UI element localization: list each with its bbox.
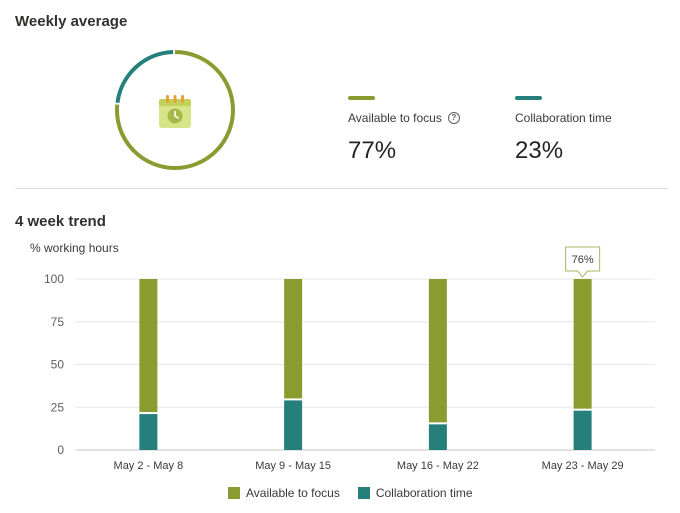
y-tick-label-100: 100 xyxy=(44,272,64,286)
collab-stat-label: Collaboration time xyxy=(515,111,612,125)
tooltip-text: 76% xyxy=(572,254,594,266)
calendar-clock-icon xyxy=(159,95,191,128)
focus-stat-label: Available to focus xyxy=(348,111,442,125)
donut-focus-arc xyxy=(115,50,235,170)
weekly-average-title: Weekly average xyxy=(15,13,128,30)
bar-focus-3 xyxy=(428,279,447,423)
section-divider xyxy=(15,188,668,189)
bar-focus-1 xyxy=(139,279,158,413)
y-axis-label: % working hours xyxy=(30,241,119,255)
weekly-donut xyxy=(114,49,236,171)
y-tick-label-25: 25 xyxy=(51,400,65,414)
focus-stat-label-row: Available to focus ? xyxy=(348,111,460,125)
x-tick-label-1: May 2 - May 8 xyxy=(114,460,184,472)
collab-stat-label-row: Collaboration time xyxy=(515,111,612,125)
x-tick-label-2: May 9 - May 15 xyxy=(255,460,331,472)
bar-focus-2 xyxy=(284,279,303,399)
y-tick-label-0: 0 xyxy=(57,443,64,457)
legend-item-focus[interactable]: Available to focus xyxy=(228,486,340,500)
legend-focus-swatch xyxy=(228,487,240,499)
x-tick-label-4: May 23 - May 29 xyxy=(542,460,624,472)
donut-svg xyxy=(115,50,235,170)
focus-swatch xyxy=(348,96,375,100)
bar-collab-3 xyxy=(428,424,447,450)
bar-collab-2 xyxy=(284,400,303,450)
collab-swatch xyxy=(515,96,542,100)
focus-stat: Available to focus ? 77% xyxy=(348,96,460,165)
trend-chart: % working hours 0 25 50 75 100 May 2 - May 8 Ma… xyxy=(30,241,655,472)
legend-focus-label: Available to focus xyxy=(246,486,340,500)
tooltip-box xyxy=(565,246,601,278)
chart-legend: Available to focus Collaboration time xyxy=(228,486,473,500)
y-tick-label-50: 50 xyxy=(51,358,65,372)
y-tick-label-75: 75 xyxy=(51,315,65,329)
trend-title: 4 week trend xyxy=(15,213,106,230)
bar-collab-1 xyxy=(139,414,158,450)
collab-stat-value: 23% xyxy=(515,137,564,164)
legend-collab-swatch xyxy=(357,487,370,499)
donut-collab-arc xyxy=(115,50,235,170)
collab-stat: Collaboration time 23% xyxy=(515,96,612,165)
help-icon[interactable]: ? xyxy=(447,112,460,124)
focus-stat-value: 77% xyxy=(348,137,397,164)
bar-focus-4 xyxy=(573,279,592,409)
legend-item-collab[interactable]: Collaboration time xyxy=(357,486,473,500)
x-tick-label-3: May 16 - May 22 xyxy=(397,460,479,472)
legend-collab-label: Collaboration time xyxy=(375,486,473,500)
bar-collab-4 xyxy=(573,410,592,450)
